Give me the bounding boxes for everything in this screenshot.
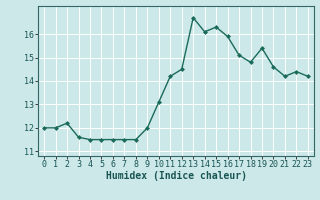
X-axis label: Humidex (Indice chaleur): Humidex (Indice chaleur) [106,171,246,181]
